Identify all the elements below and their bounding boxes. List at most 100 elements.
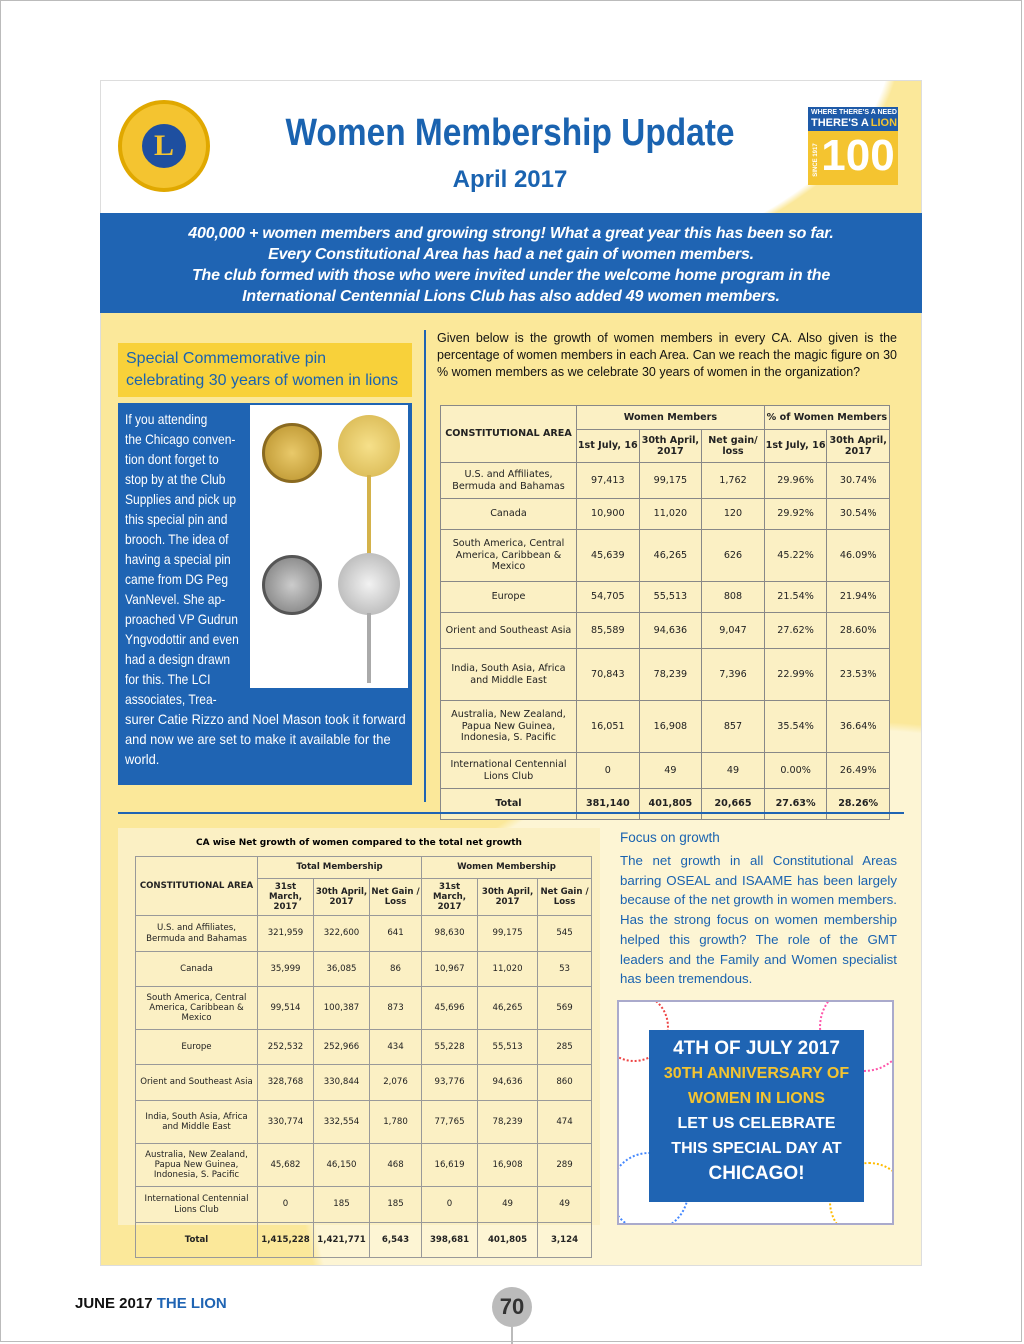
value-cell: 99,514 [257,986,314,1030]
value-cell: 46,265 [477,986,539,1030]
value-cell: 1,780 [368,1100,423,1144]
column-header: 30th April, 2017 [826,429,890,463]
value-cell: 22.99% [763,648,828,701]
value-cell: 28.26% [826,788,890,820]
value-cell: 21.94% [826,581,890,613]
column-divider [424,330,426,802]
table-row: Canada 10,900 11,020 120 29.92% 30.54% [440,498,890,530]
value-cell: 11,020 [477,951,539,987]
value-cell: 545 [537,915,593,952]
value-cell: 30.54% [826,498,890,530]
value-cell: 252,966 [313,1029,370,1065]
value-cell: 185 [368,1186,423,1223]
value-cell: 30.74% [826,462,890,499]
pin-text-line: and now we are set to make it available … [125,731,391,747]
page-number: 70 [492,1287,532,1327]
value-cell: 27.63% [763,788,828,820]
value-cell: 474 [537,1100,593,1144]
area-cell: Europe [440,581,577,613]
pin-heading: Special Commemorative pin celebrating 30… [118,343,412,397]
pin-text-line: associates, Trea- [125,691,217,707]
value-cell: 49 [477,1186,539,1223]
value-cell: 46,265 [638,529,703,582]
table-row: International Centennial Lions Club 0 49 49… [440,752,890,789]
table-row: Orient and Southeast Asia 328,768 330,844 2… [135,1064,593,1101]
pin-text-line: VanNevel. She ap- [125,591,226,607]
value-cell: 332,554 [313,1100,370,1144]
pin-photo [250,405,408,688]
table-row: Orient and Southeast Asia 85,589 94,636 9,0… [440,612,890,649]
value-cell: 26.49% [826,752,890,789]
table-row: India, South Asia, Africa and Middle Eas… [135,1100,593,1144]
value-cell: 45,682 [257,1143,314,1187]
value-cell: 0.00% [763,752,828,789]
value-cell: 6,543 [368,1222,423,1258]
value-cell: 36.64% [826,700,890,753]
value-cell: 321,959 [257,915,314,952]
value-cell: 16,908 [638,700,703,753]
value-cell: 252,532 [257,1029,314,1065]
value-cell: 16,051 [576,700,640,753]
pin-text-line: world. [125,751,160,767]
value-cell: 3,124 [537,1222,593,1258]
value-cell: 398,681 [421,1222,479,1258]
value-cell: 20,665 [701,788,765,820]
value-cell: 93,776 [421,1064,479,1101]
area-cell: India, South Asia, Africa and Middle Eas… [135,1100,258,1144]
celebration-poster: 4TH OF JULY 2017 30TH ANNIVERSARY OF WOM… [617,1000,894,1225]
pin-text-line: stop by at the Club [125,471,226,487]
value-cell: 873 [368,986,423,1030]
area-cell: Total [440,788,577,820]
value-cell: 9,047 [701,612,765,649]
area-cell: Canada [135,951,258,987]
value-cell: 27.62% [763,612,828,649]
value-cell: 2,076 [368,1064,423,1101]
column-header: 31st March, 2017 [257,878,314,916]
value-cell: 401,805 [638,788,703,820]
table-row: International Centennial Lions Club 0 185 1… [135,1186,593,1223]
value-cell: 7,396 [701,648,765,701]
area-cell: U.S. and Affiliates, Bermuda and Bahamas [440,462,577,499]
value-cell: 626 [701,529,765,582]
value-cell: 100,387 [313,986,370,1030]
value-cell: 330,844 [313,1064,370,1101]
centennial-since: SINCE 1917 [813,143,819,177]
lions-logo: L [118,100,210,192]
pin-text-line: Supplies and pick up [125,491,237,507]
area-cell: International Centennial Lions Club [135,1186,258,1223]
value-cell: 54,705 [576,581,640,613]
area-cell: South America, Central America, Caribbea… [440,529,577,582]
value-cell: 78,239 [477,1100,539,1144]
value-cell: 53 [537,951,593,987]
pin-text-line: the Chicago conven- [125,431,236,447]
column-header: 1st July, 16 [576,429,640,463]
focus-text: The net growth in all Constitutional Are… [620,853,897,987]
intro-banner: 400,000 + women members and growing stro… [100,213,922,313]
area-cell: Australia, New Zealand, Papua New Guinea… [135,1143,258,1187]
value-cell: 569 [537,986,593,1030]
column-header: 1st July, 16 [763,429,828,463]
page-title: Women Membership Update [285,112,735,154]
table-row: Europe 54,705 55,513 808 21.54% 21.94% [440,581,890,613]
area-cell: Canada [440,498,577,530]
value-cell: 55,513 [477,1029,539,1065]
value-cell: 77,765 [421,1100,479,1144]
value-cell: 10,967 [421,951,479,987]
area-cell: U.S. and Affiliates, Bermuda and Bahamas [135,915,258,952]
page-subtitle: April 2017 [452,166,568,193]
value-cell: 49 [537,1186,593,1223]
centennial-logo: WHERE THERE'S A NEED THERE'S A LION 100 S… [808,107,898,185]
value-cell: 94,636 [638,612,703,649]
table-row: Total 381,140 401,805 20,665 27.63% 28.26% [440,788,890,820]
column-header: Net Gain / Loss [537,878,593,916]
value-cell: 45,696 [421,986,479,1030]
value-cell: 10,900 [576,498,640,530]
value-cell: 857 [701,700,765,753]
value-cell: 94,636 [477,1064,539,1101]
area-cell: India, South Asia, Africa and Middle Eas… [440,648,577,701]
area-cell: Europe [135,1029,258,1065]
women-members-table: CONSTITUTIONAL AREA Women Members% of Wom… [440,405,891,820]
value-cell: 35.54% [763,700,828,753]
pin-text-line: proached VP Gudrun [125,611,238,627]
value-cell: 86 [368,951,423,987]
